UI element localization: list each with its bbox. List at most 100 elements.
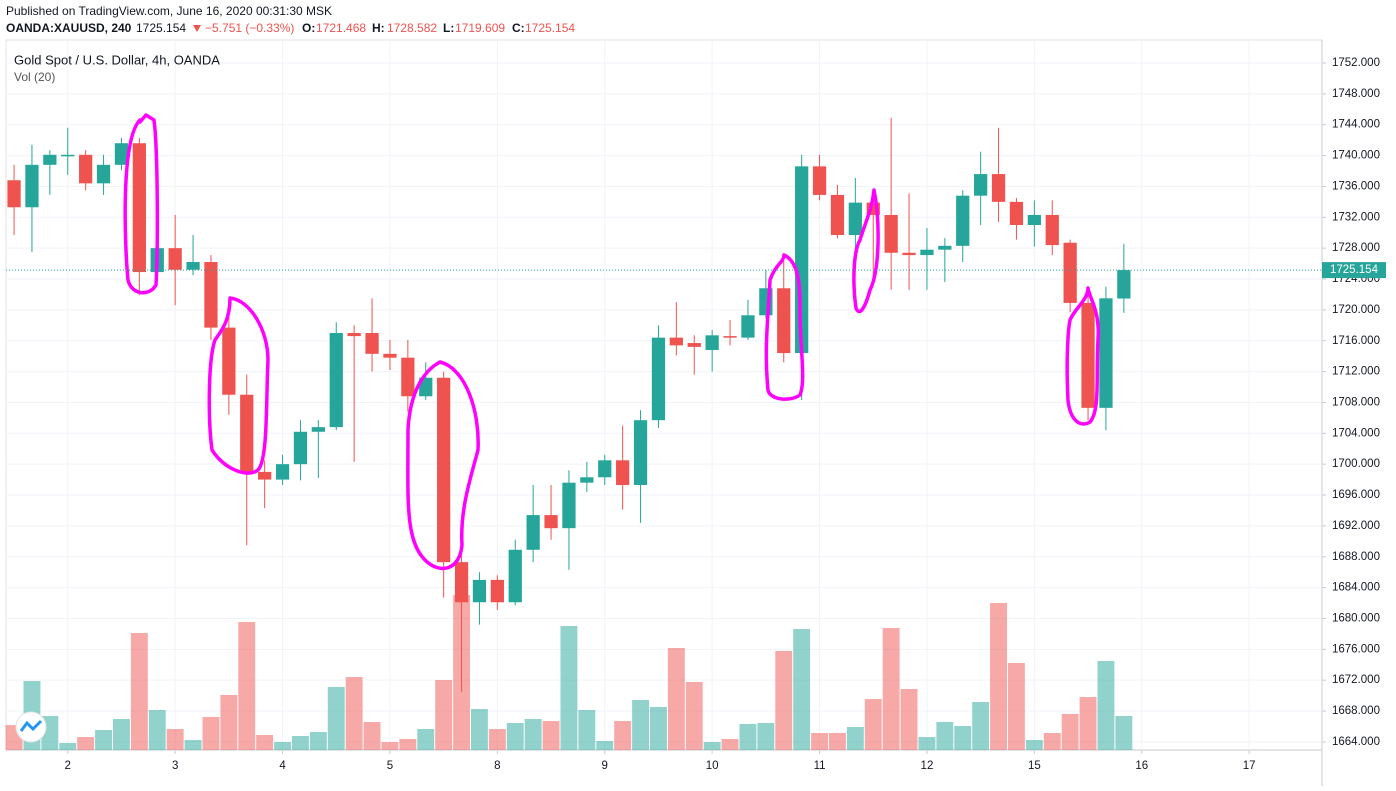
candle-body <box>687 343 701 347</box>
last-price-tag <box>1322 262 1386 279</box>
annotations <box>123 113 1100 571</box>
volume-bar <box>650 707 667 750</box>
volume-bar <box>578 710 596 750</box>
volume-bar <box>596 741 614 750</box>
volume-bar <box>775 651 793 750</box>
volume-bar <box>1061 714 1079 750</box>
volume-bar <box>381 742 399 750</box>
volume-bar <box>345 677 363 750</box>
candle-body <box>1081 302 1095 408</box>
volume-bar <box>309 732 327 750</box>
volume-bar <box>220 695 238 750</box>
candle-body <box>580 477 594 483</box>
candle-body <box>991 174 1006 202</box>
y-tick-label: 1676.000 <box>1332 643 1380 655</box>
published: Published on TradingView.com, June 16, 2… <box>6 4 332 18</box>
l-label: L: <box>443 21 454 35</box>
volume-bar <box>757 723 775 750</box>
candle-body <box>526 515 540 550</box>
candle-body <box>956 195 970 246</box>
candle-body <box>812 166 827 195</box>
y-tick-label: 1744.000 <box>1332 119 1380 131</box>
volume-bar <box>560 626 578 750</box>
candle-body <box>777 288 791 354</box>
candle-body <box>472 579 487 603</box>
volume-bar <box>130 633 148 750</box>
h-label: H: <box>372 21 385 35</box>
volume-bar <box>864 699 882 750</box>
candle-body <box>222 327 236 395</box>
candle-body <box>705 335 719 350</box>
candle-body <box>329 333 343 428</box>
volume-bar <box>148 710 166 750</box>
candle-body <box>347 333 361 337</box>
candle-body <box>168 248 182 270</box>
volume-bar <box>972 702 990 750</box>
c-label: C: <box>512 21 525 35</box>
change: −5.751 (−0.33%) <box>205 21 294 35</box>
o-label: O: <box>302 21 315 35</box>
y-tick-label: 1692.000 <box>1332 520 1380 532</box>
volume-bar <box>417 729 435 750</box>
candle-body <box>490 579 504 603</box>
candle-body <box>633 420 648 485</box>
x-tick-label: 8 <box>494 760 500 772</box>
candle-body <box>723 336 737 338</box>
volume-bar <box>488 729 506 750</box>
y-tick-label: 1752.000 <box>1332 57 1380 69</box>
candle-body <box>508 549 522 603</box>
candle-body <box>61 154 75 157</box>
y-tick-label: 1708.000 <box>1332 396 1380 408</box>
volume-bar <box>363 722 381 750</box>
candle-body <box>920 249 934 256</box>
candle-body <box>293 431 308 465</box>
volume-bar <box>685 682 703 750</box>
chart-title: Gold Spot / U.S. Dollar, 4h, OANDA <box>14 52 220 67</box>
volume-bar <box>166 729 184 750</box>
c-value: 1725.154 <box>525 21 575 35</box>
l-value: 1719.609 <box>455 21 505 35</box>
volume-bar <box>77 737 95 750</box>
volume-bar <box>399 739 417 750</box>
volume-bar <box>667 648 685 750</box>
y-tick-label: 1716.000 <box>1332 335 1380 347</box>
volume-bar <box>614 721 632 750</box>
volume-bar <box>936 722 954 750</box>
candle-body <box>454 562 469 603</box>
last-price-label: 1725.154 <box>1330 264 1379 276</box>
y-tick-label: 1704.000 <box>1332 427 1380 439</box>
volume-bar <box>1007 663 1025 750</box>
candle-body <box>1117 270 1131 299</box>
volume-bar <box>1115 716 1133 750</box>
volume-bar <box>184 740 202 750</box>
candle-body <box>848 202 862 236</box>
volume-bar <box>542 721 560 750</box>
x-tick-label: 17 <box>1243 760 1256 772</box>
x-tick-label: 3 <box>172 760 178 772</box>
volume-bar <box>900 689 918 750</box>
candle-body <box>669 337 683 346</box>
o-value: 1721.468 <box>316 21 366 35</box>
volume-bar <box>811 733 828 750</box>
volume-bar <box>990 603 1007 750</box>
logo[interactable] <box>15 711 47 743</box>
candle-body <box>79 154 93 184</box>
volume-bar <box>506 723 524 750</box>
y-tick-label: 1720.000 <box>1332 304 1380 316</box>
volume-bar <box>918 737 936 750</box>
volume-bar <box>1025 740 1043 750</box>
x-tick-label: 15 <box>1028 760 1041 772</box>
volume-label: Vol (20) <box>14 70 55 84</box>
candle-body <box>43 154 57 165</box>
volume-bar <box>202 717 220 750</box>
y-tick-label: 1672.000 <box>1332 674 1380 686</box>
y-tick-label: 1684.000 <box>1332 582 1380 594</box>
candle-body <box>1045 214 1059 246</box>
x-tick-label: 11 <box>814 760 826 772</box>
y-tick-label: 1740.000 <box>1332 150 1380 162</box>
y-tick-label: 1696.000 <box>1332 489 1380 501</box>
symbol: OANDA:XAUUSD, 240 <box>6 21 132 35</box>
volume-bar <box>256 735 274 750</box>
volume-bar <box>829 733 846 750</box>
candle-body <box>1009 201 1024 226</box>
